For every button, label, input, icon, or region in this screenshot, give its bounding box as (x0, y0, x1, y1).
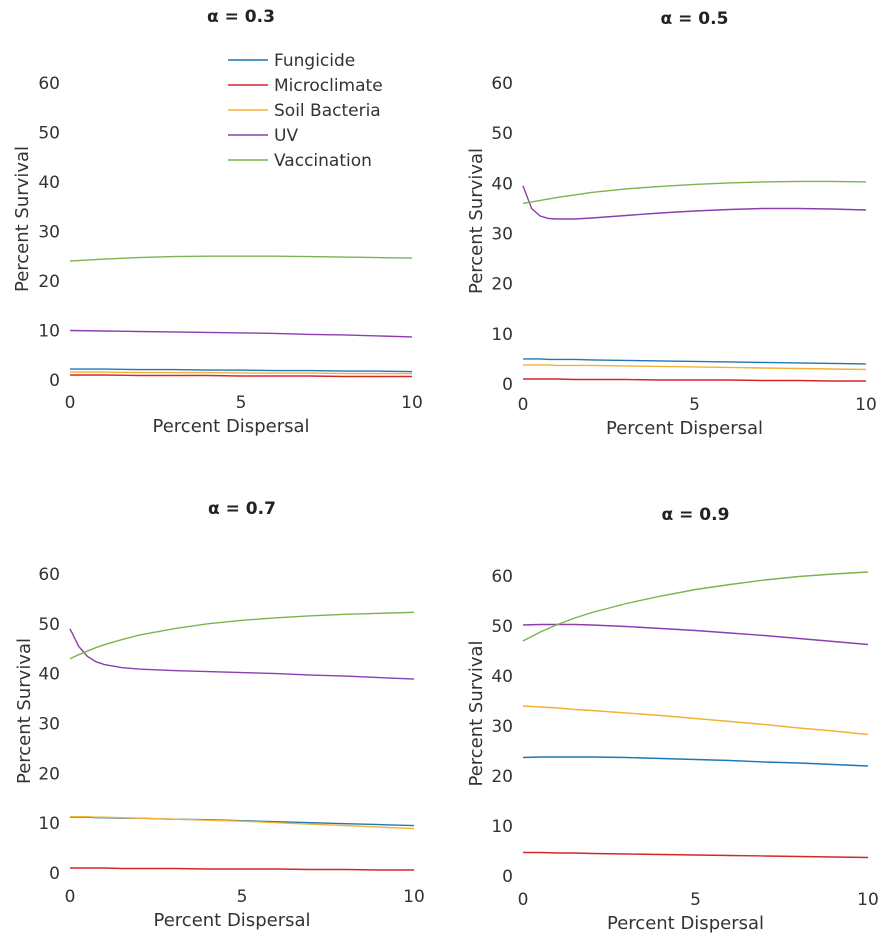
series-line-soil-bacteria (70, 816, 415, 830)
y-tick-label: 0 (49, 371, 60, 391)
x-axis-label: Percent Dispersal (154, 910, 311, 931)
series-line-soil-bacteria (70, 371, 412, 375)
series-line-microclimate (70, 867, 414, 871)
legend-entry: Fungicide (274, 51, 355, 71)
y-tick-label: 0 (502, 867, 513, 887)
x-tick-label: 5 (690, 890, 701, 910)
series-line-uv (69, 628, 415, 680)
x-tick-label: 10 (855, 395, 877, 415)
y-tick-label: 20 (38, 272, 60, 292)
series-line-vaccination (522, 571, 869, 642)
y-axis-label: Percent Survival (466, 640, 487, 786)
series-line-soil-bacteria (523, 364, 867, 371)
y-tick-label: 10 (491, 817, 513, 837)
legend-entry: Soil Bacteria (274, 101, 381, 121)
y-tick-label: 40 (38, 665, 60, 685)
y-tick-label: 0 (49, 864, 60, 884)
series-line-fungicide (523, 358, 867, 365)
y-tick-label: 30 (38, 714, 60, 734)
x-tick-label: 10 (401, 393, 423, 413)
y-tick-label: 50 (38, 123, 60, 143)
panel-title: α = 0.7 (208, 499, 276, 519)
y-axis-label: Percent Survival (14, 638, 35, 784)
panel-3: α = 0.7 0 10 20 30 40 50 60 0 5 10 Percent Dispersa… (14, 499, 425, 931)
x-tick-label: 0 (518, 890, 529, 910)
series-line-fungicide (522, 756, 869, 767)
panel-2: α = 0.5 0 10 20 30 40 50 60 0 5 10 Percent Dispersa… (466, 9, 877, 439)
legend: Fungicide Microclimate Soil Bacteria UV Vacc… (228, 51, 383, 171)
y-tick-label: 30 (38, 222, 60, 242)
legend-entry: UV (274, 126, 298, 146)
series-line-soil-bacteria (522, 705, 869, 736)
series-line-uv (522, 623, 869, 646)
series-line-vaccination (69, 611, 415, 660)
y-tick-label: 0 (502, 375, 513, 395)
y-tick-label: 10 (38, 321, 60, 341)
y-tick-label: 10 (491, 325, 513, 345)
x-tick-label: 0 (65, 393, 76, 413)
y-tick-label: 60 (491, 567, 513, 587)
panel-title: α = 0.5 (661, 9, 729, 29)
y-tick-label: 50 (491, 617, 513, 637)
series-line-vaccination (69, 255, 413, 262)
panel-1: α = 0.3 0 10 20 30 40 50 60 0 5 10 Percent Dispersa… (12, 7, 423, 437)
y-tick-label: 10 (38, 814, 60, 834)
x-tick-label: 0 (65, 887, 76, 907)
y-tick-label: 50 (38, 615, 60, 635)
y-tick-label: 30 (491, 717, 513, 737)
x-axis-label: Percent Dispersal (607, 913, 764, 934)
panel-4: α = 0.9 0 10 20 30 40 50 60 0 5 10 Percent Dispersa… (466, 505, 879, 934)
y-tick-label: 20 (38, 764, 60, 784)
y-tick-label: 60 (38, 565, 60, 585)
y-tick-label: 20 (491, 767, 513, 787)
legend-entry: Microclimate (274, 76, 383, 96)
y-tick-label: 60 (38, 74, 60, 94)
series-line-vaccination (522, 180, 867, 205)
x-axis-label: Percent Dispersal (153, 416, 310, 437)
y-tick-label: 40 (38, 173, 60, 193)
y-tick-label: 20 (491, 275, 513, 295)
y-tick-label: 30 (491, 225, 513, 245)
legend-entry: Vaccination (274, 151, 372, 171)
series-line-uv (69, 329, 413, 338)
series-line-microclimate (523, 378, 866, 382)
series-line-uv (522, 185, 867, 220)
x-tick-label: 5 (236, 393, 247, 413)
y-axis-label: Percent Survival (466, 148, 487, 294)
x-axis-label: Percent Dispersal (606, 418, 763, 439)
x-tick-label: 10 (857, 890, 879, 910)
series-line-microclimate (523, 851, 869, 859)
y-tick-label: 60 (491, 74, 513, 94)
series-line-microclimate (70, 374, 412, 378)
y-tick-label: 50 (491, 124, 513, 144)
panel-title: α = 0.3 (207, 7, 275, 27)
y-axis-label: Percent Survival (12, 146, 33, 292)
y-tick-label: 40 (491, 174, 513, 194)
x-tick-label: 5 (237, 887, 248, 907)
x-tick-label: 5 (689, 395, 700, 415)
y-tick-label: 40 (491, 667, 513, 687)
series-line-fungicide (70, 368, 413, 373)
panel-title: α = 0.9 (662, 505, 730, 525)
x-tick-label: 10 (403, 887, 425, 907)
x-tick-label: 0 (518, 395, 529, 415)
